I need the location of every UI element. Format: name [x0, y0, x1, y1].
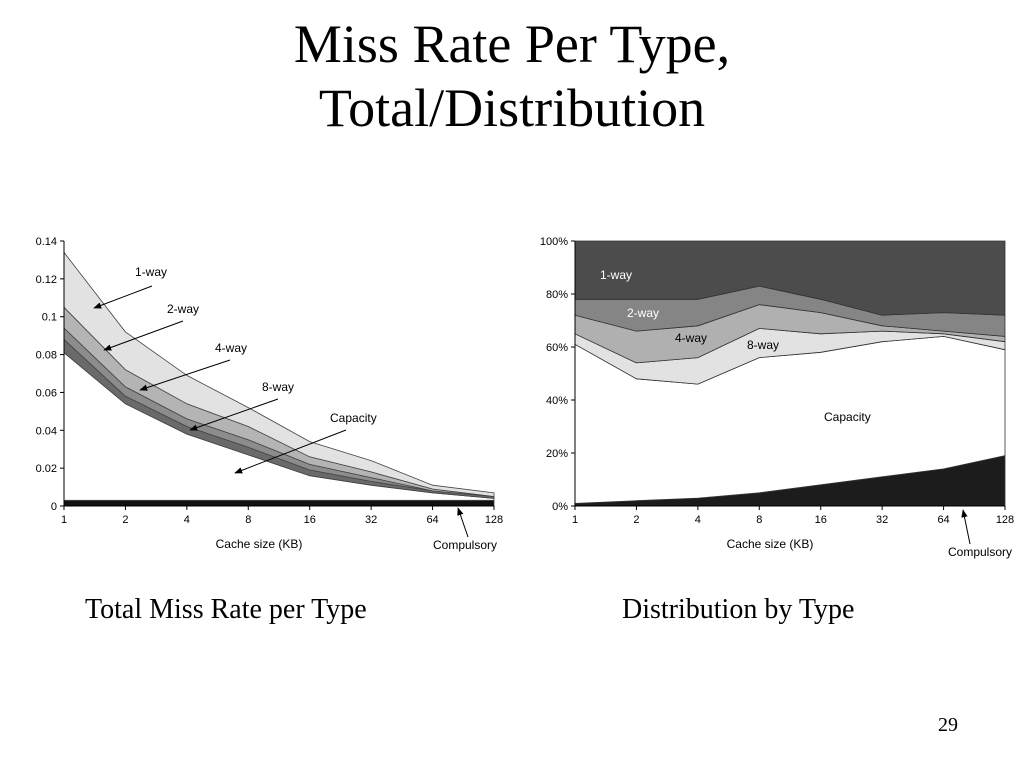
x-tick-label: 32: [876, 514, 888, 526]
x-tick-label: 64: [426, 514, 438, 526]
caption-distribution: Distribution by Type: [622, 594, 855, 625]
x-tick-label: 4: [695, 514, 701, 526]
y-tick-label: 100%: [540, 236, 568, 248]
annotation-arrow-8-way: [189, 398, 279, 431]
annotation-compulsory: Compulsory: [948, 545, 1012, 559]
total-miss-rate-chart: 0 0.02 0.04 0.06 0.08 0.1 0.12 0.14 1 2 4 8 16 32 64 12…: [36, 236, 504, 552]
slide-title: Miss Rate Per Type, Total/Distribution: [0, 12, 1024, 140]
annotation-arrow-2-way: [103, 320, 184, 351]
y-tick-label: 80%: [546, 289, 568, 301]
distribution-by-type-chart: 0% 20% 40% 60% 80% 100% 1 2 4 8 16 32 64 128 Cache siz…: [540, 236, 1014, 559]
area-1-way: [574, 240, 1006, 316]
x-tick-label: 128: [485, 514, 503, 526]
page-number: 29: [938, 714, 958, 736]
slide-title-line-2: Total/Distribution: [318, 78, 706, 138]
x-axis-title: Cache size (KB): [216, 537, 303, 551]
slide-title-line-1: Miss Rate Per Type,: [293, 14, 731, 74]
x-tick-label: 8: [756, 514, 762, 526]
y-tick-label: 0.06: [36, 387, 57, 399]
y-tick-label: 0%: [552, 501, 568, 513]
x-tick-label: 8: [245, 514, 251, 526]
y-tick-label: 40%: [546, 395, 568, 407]
x-axis-title: Cache size (KB): [727, 537, 814, 551]
annotation-4-way: 4-way: [215, 341, 247, 355]
x-tick-label: 128: [996, 514, 1014, 526]
annotation-arrow-capacity: [234, 429, 347, 474]
annotation-8-way: 8-way: [747, 338, 779, 352]
annotation-arrow-4-way: [139, 359, 231, 391]
annotation-arrow-1-way: [93, 285, 153, 309]
area-1-way: [63, 251, 495, 497]
y-tick-label: 0.02: [36, 463, 57, 475]
x-tick-label: 1: [61, 514, 67, 526]
x-tick-label: 32: [365, 514, 377, 526]
annotation-compulsory: Compulsory: [433, 538, 497, 552]
x-tick-label: 2: [122, 514, 128, 526]
annotation-arrow-compulsory: [961, 509, 971, 545]
y-tick-label: 0.1: [42, 312, 57, 324]
annotation-1-way: 1-way: [600, 268, 632, 282]
x-tick-label: 4: [184, 514, 190, 526]
y-tick-label: 0.14: [36, 236, 57, 248]
annotation-4-way: 4-way: [675, 331, 707, 345]
y-tick-label: 20%: [546, 448, 568, 460]
x-tick-label: 1: [572, 514, 578, 526]
y-tick-label: 0.08: [36, 350, 57, 362]
annotation-2-way: 2-way: [167, 302, 199, 316]
caption-total-miss-rate: Total Miss Rate per Type: [85, 594, 367, 625]
y-tick-label: 60%: [546, 342, 568, 354]
y-tick-label: 0.12: [36, 274, 57, 286]
x-tick-label: 16: [304, 514, 316, 526]
annotation-capacity: Capacity: [824, 410, 871, 424]
y-tick-label: 0.04: [36, 425, 57, 437]
x-tick-label: 64: [937, 514, 949, 526]
annotation-2-way: 2-way: [627, 306, 659, 320]
annotation-1-way: 1-way: [135, 265, 167, 279]
annotation-capacity: Capacity: [330, 411, 377, 425]
x-tick-label: 16: [815, 514, 827, 526]
annotation-arrow-compulsory: [457, 507, 469, 538]
annotation-8-way: 8-way: [262, 380, 294, 394]
area-compulsory: [63, 499, 495, 507]
x-tick-label: 2: [633, 514, 639, 526]
y-tick-label: 0: [51, 501, 57, 513]
